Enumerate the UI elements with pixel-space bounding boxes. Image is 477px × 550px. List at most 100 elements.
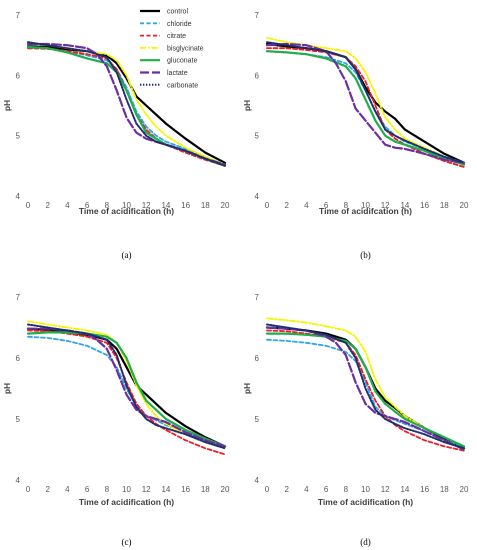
y-axis-label: pH	[242, 100, 252, 111]
series-line-carbonate	[266, 323, 465, 450]
x-tick-label: 8	[344, 201, 349, 210]
y-tick-label: 6	[16, 71, 21, 80]
y-tick-label: 6	[255, 71, 260, 80]
x-tick-label: 0	[26, 201, 31, 210]
series-line-gluconate	[265, 332, 466, 448]
series-line-citrate	[27, 329, 226, 456]
x-tick-label: 10	[361, 201, 370, 210]
y-tick-label: 5	[16, 132, 21, 141]
x-tick-label: 10	[122, 485, 131, 494]
x-tick-label: 16	[420, 201, 429, 210]
x-tick-label: 4	[304, 201, 309, 210]
legend-entry-lactate: lactate	[167, 70, 188, 77]
x-tick-label: 4	[65, 201, 70, 210]
series-line-carbonate	[27, 41, 226, 167]
panel-caption: (a)	[122, 250, 132, 260]
x-tick-label: 14	[161, 485, 170, 494]
x-tick-label: 8	[344, 485, 349, 494]
series-line-chloride	[27, 47, 226, 166]
x-tick-label: 12	[381, 485, 390, 494]
series-line-citrate	[27, 47, 226, 167]
legend-entry-citrate: citrate	[167, 33, 186, 40]
x-tick-label: 18	[201, 485, 210, 494]
x-tick-label: 6	[85, 201, 90, 210]
x-tick-label: 6	[324, 201, 329, 210]
x-tick-label: 8	[105, 485, 110, 494]
series-line-lactate	[26, 327, 227, 448]
x-tick-label: 0	[265, 485, 270, 494]
legend-entry-chloride: chloride	[167, 21, 192, 28]
y-tick-label: 7	[255, 11, 260, 20]
y-tick-label: 4	[255, 476, 260, 485]
chart-panel-a: 4 5 6 7 0 2 4 6 8 10 12 14 16 18 20 pH Time of acidifica…	[2, 9, 230, 261]
x-axis-label: Time of acidification (h)	[79, 206, 174, 216]
panel-caption: (c)	[122, 537, 132, 547]
x-tick-label: 2	[45, 485, 50, 494]
x-tick-label: 20	[221, 201, 230, 210]
series-line-gluconate	[265, 50, 466, 166]
series-line-chloride	[266, 338, 465, 448]
x-tick-label: 6	[324, 485, 329, 494]
y-tick-label: 4	[16, 476, 21, 485]
y-tick-label: 7	[255, 293, 260, 302]
y-axis-label: pH	[242, 383, 252, 394]
x-tick-label: 12	[381, 201, 390, 210]
series-line-citrate	[266, 47, 465, 168]
legend-entry-carbonate: carbonate	[167, 82, 198, 89]
x-tick-label: 14	[161, 201, 170, 210]
chart-panel-d: 4 5 6 7 0 2 4 6 8 10 12 14 16 18 20 pH Time of acidifica…	[242, 293, 469, 547]
panel-caption: (b)	[360, 250, 371, 260]
x-axis-label: Time of acidification (h)	[79, 497, 174, 507]
y-tick-label: 5	[16, 415, 21, 424]
series-line-gluconate	[26, 331, 227, 448]
legend-entry-control: control	[167, 9, 188, 16]
x-tick-label: 18	[440, 485, 449, 494]
y-tick-label: 4	[255, 192, 260, 201]
x-tick-label: 14	[400, 485, 409, 494]
y-axis-label: pH	[2, 383, 12, 394]
x-tick-label: 0	[26, 485, 31, 494]
y-tick-label: 5	[255, 415, 260, 424]
series-line-lactate	[265, 42, 466, 164]
series-line-gluconate	[26, 45, 227, 167]
x-tick-label: 16	[181, 201, 190, 210]
panel-caption: (d)	[360, 537, 371, 547]
y-tick-label: 4	[16, 192, 21, 201]
x-tick-label: 8	[105, 201, 110, 210]
x-tick-label: 4	[304, 485, 309, 494]
x-tick-label: 0	[265, 201, 270, 210]
x-tick-label: 18	[201, 201, 210, 210]
series-line-carbonate	[27, 323, 226, 450]
chart-panel-b: 4 5 6 7 0 2 4 6 8 10 12 14 16 18 20 pH Time of acidifcat…	[242, 11, 469, 260]
x-axis-label: Time of acidification (h)	[318, 497, 413, 507]
chart-panel-c: 4 5 6 7 0 2 4 6 8 10 12 14 16 18 20 pH Time of acidifica…	[2, 293, 230, 547]
x-tick-label: 12	[142, 201, 151, 210]
x-tick-label: 2	[284, 201, 289, 210]
x-tick-label: 12	[142, 485, 151, 494]
series-line-lactate	[265, 326, 466, 451]
x-tick-label: 4	[65, 485, 70, 494]
x-tick-label: 18	[440, 201, 449, 210]
x-tick-label: 20	[460, 201, 469, 210]
y-tick-label: 5	[255, 132, 260, 141]
y-tick-label: 7	[16, 11, 21, 20]
legend-entry-gluconate: gluconate	[167, 58, 197, 65]
x-tick-label: 14	[400, 201, 409, 210]
series-line-chloride	[266, 50, 465, 164]
y-tick-label: 7	[16, 293, 21, 302]
legend-entry-bisglycinate: bisglycinate	[167, 45, 204, 52]
y-tick-label: 6	[255, 354, 260, 363]
series-line-control	[265, 42, 466, 164]
series-line-carbonate	[266, 41, 465, 164]
y-tick-label: 6	[16, 354, 21, 363]
x-tick-label: 16	[181, 485, 190, 494]
x-tick-label: 20	[460, 485, 469, 494]
x-tick-label: 6	[85, 485, 90, 494]
x-tick-label: 2	[45, 201, 50, 210]
x-axis-label: Time of acidifcation (h)	[319, 206, 412, 216]
x-tick-label: 16	[420, 485, 429, 494]
x-tick-label: 10	[122, 201, 131, 210]
legend: control chloride citrate bisglycinate glucon…	[140, 9, 204, 89]
y-axis-label: pH	[2, 100, 12, 111]
